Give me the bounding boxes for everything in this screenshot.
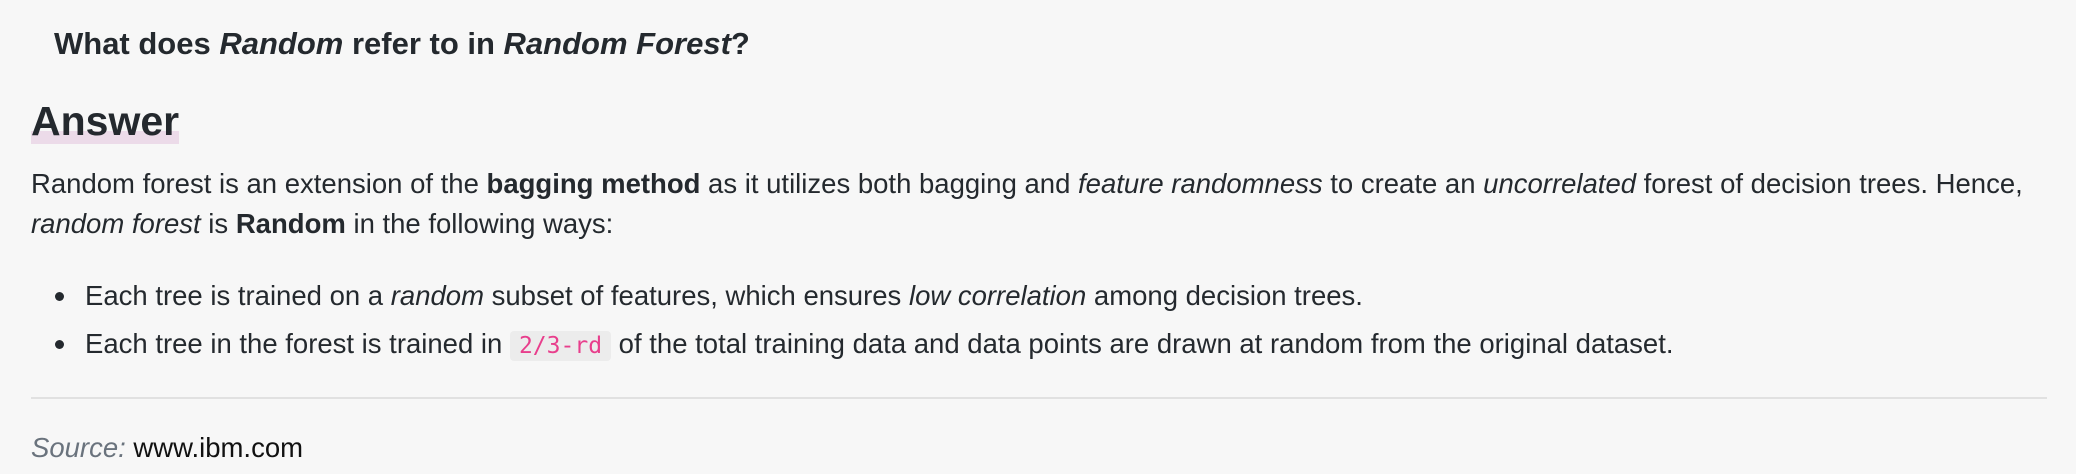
paragraph-text: Random forest is an extension of the [31,168,487,199]
source-value: www.ibm.com [133,432,304,463]
list-item: Each tree in the forest is trained in 2/… [55,324,2076,366]
answer-bullet-list: Each tree is trained on a random subset … [31,276,2076,374]
paragraph-italic-random-forest: random forest [31,208,201,239]
divider [31,397,2047,399]
list-item: Each tree is trained on a random subset … [55,276,2076,316]
list-item-text: Each tree is trained on a [85,280,391,311]
answer-heading-text: Answer [31,98,180,144]
paragraph-text: in the following ways: [345,208,614,239]
paragraph-bold-bagging-method: bagging method [486,168,701,199]
question-emphasis-random-forest: Random Forest [503,26,731,61]
source-label: Source: [31,432,126,463]
question-text: What does [54,26,220,61]
paragraph-text: to create an [1322,168,1484,199]
paragraph-text: is [200,208,236,239]
paragraph-italic-uncorrelated: uncorrelated [1483,168,1637,199]
answer-heading: Answer [31,95,180,147]
bullet-dot-icon [55,292,64,301]
source-line: Source: www.ibm.com [31,428,303,468]
question-emphasis-random: Random [219,26,344,61]
bullet-dot-icon [55,340,64,349]
paragraph-italic-feature-randomness: feature randomness [1078,168,1323,199]
list-item-text: subset of features, which ensures [484,280,909,311]
question-title: What does Random refer to in Random Fore… [54,22,750,66]
list-item-text: of the total training data and data poin… [611,328,1674,359]
list-item-text: among decision trees. [1086,280,1363,311]
paragraph-text: as it utilizes both bagging and [700,168,1079,199]
paragraph-text: forest of decision trees. Hence, [1636,168,2023,199]
answer-paragraph: Random forest is an extension of the bag… [31,164,2041,244]
question-text: ? [730,26,750,61]
inline-code: 2/3-rd [509,331,612,361]
question-text: refer to in [343,26,504,61]
list-item-italic-random: random [390,280,484,311]
list-item-italic-low-correlation: low correlation [908,280,1087,311]
list-item-text: Each tree in the forest is trained in [85,328,510,359]
paragraph-bold-random: Random [235,208,346,239]
